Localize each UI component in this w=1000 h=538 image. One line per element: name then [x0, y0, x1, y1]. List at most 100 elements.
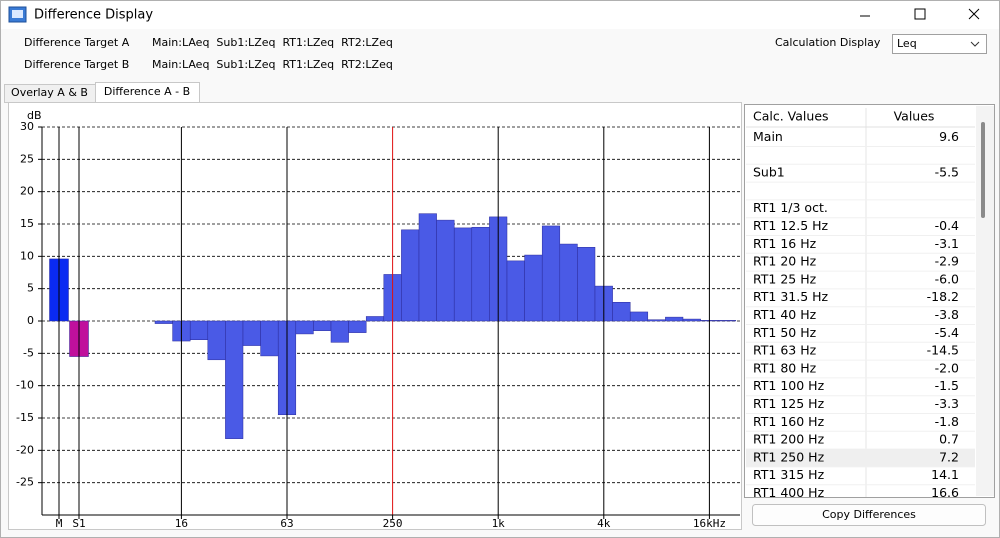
table-scroll-thumb[interactable]	[981, 122, 985, 218]
bar	[225, 320, 244, 439]
calc-display-label: Calculation Display	[775, 36, 881, 49]
row-label: RT1 400 Hz	[753, 485, 825, 500]
row-label: RT1 25 Hz	[753, 271, 817, 286]
bar	[524, 254, 543, 322]
target-label: Difference Target B	[24, 58, 129, 71]
x-tick-label: 1k	[492, 517, 506, 530]
row-label: RT1 200 Hz	[753, 432, 825, 447]
row-label: RT1 250 Hz	[753, 449, 825, 464]
row-label: RT1 50 Hz	[753, 325, 817, 340]
selected-row	[746, 448, 975, 467]
bar	[207, 320, 226, 361]
y-tick-label: 25	[20, 152, 34, 165]
bar	[647, 319, 666, 322]
row-label: RT1 20 Hz	[753, 254, 817, 269]
bar	[541, 225, 561, 322]
bar	[242, 320, 261, 346]
bar	[612, 301, 631, 322]
target-value: Main:LAeq Sub1:LZeq RT1:LZeq RT2:LZeq	[152, 36, 393, 49]
row-value: -5.4	[935, 325, 959, 340]
target-label: Difference Target A	[24, 36, 130, 49]
copy-differences-label: Copy Differences	[822, 508, 916, 521]
y-tick-label: 5	[27, 282, 34, 295]
row-value: -5.5	[935, 165, 959, 180]
bar	[418, 213, 437, 322]
tab[interactable]	[95, 82, 200, 103]
title-bar	[1, 1, 999, 29]
row-value: -3.3	[935, 396, 959, 411]
row-label: RT1 100 Hz	[753, 378, 825, 393]
close-button[interactable]	[968, 8, 980, 20]
row-value: -18.2	[927, 289, 959, 304]
bar	[154, 320, 173, 324]
y-tick-label: -25	[16, 476, 34, 489]
row-value: -14.5	[927, 343, 959, 358]
x-tick-label: S1	[72, 517, 85, 530]
tab-label: Difference A - B	[104, 85, 190, 98]
bar	[717, 320, 737, 322]
table-scrollbar[interactable]	[976, 106, 994, 496]
row-label: RT1 125 Hz	[753, 396, 825, 411]
y-tick-label: 10	[20, 249, 34, 262]
row-label: RT1 63 Hz	[753, 343, 817, 358]
bar	[348, 320, 367, 333]
bar	[559, 243, 578, 322]
dropdown-arrow	[970, 41, 980, 47]
row-value: 9.6	[939, 129, 959, 144]
bar	[436, 219, 455, 322]
bar	[471, 226, 490, 322]
table-header: Calc. Values	[753, 109, 829, 124]
bar	[506, 260, 525, 322]
row-value: -6.0	[935, 271, 959, 286]
bar	[330, 320, 349, 343]
bar	[260, 320, 279, 357]
x-tick-label: M	[56, 517, 63, 530]
y-tick-label: 20	[20, 185, 34, 198]
y-tick-label: -20	[16, 443, 34, 456]
bar	[629, 311, 649, 322]
row-label: Sub1	[753, 165, 785, 180]
row-value: 7.2	[939, 449, 959, 464]
x-tick-label: 4k	[597, 517, 611, 530]
bar	[401, 229, 420, 322]
x-tick-label: 250	[383, 517, 403, 530]
bar	[189, 320, 209, 341]
window-title: Difference Display	[34, 8, 153, 23]
row-label: RT1 40 Hz	[753, 307, 817, 322]
bar	[313, 320, 332, 331]
y-tick-label: 15	[20, 217, 34, 230]
row-value: -2.9	[935, 254, 959, 269]
bar	[577, 247, 596, 322]
app-icon	[8, 6, 27, 23]
maximize-button[interactable]	[914, 8, 926, 20]
row-label: RT1 160 Hz	[753, 414, 825, 429]
row-value: -0.4	[935, 218, 959, 233]
y-tick-label: 0	[27, 314, 34, 327]
row-value: -3.1	[935, 236, 959, 251]
y-axis-label: dB	[27, 109, 42, 122]
y-tick-label: 30	[20, 120, 34, 133]
table-header: Values	[894, 109, 935, 124]
bar	[665, 316, 684, 322]
y-tick-label: -5	[23, 346, 34, 359]
row-value: 16.6	[931, 485, 959, 500]
row-label: RT1 31.5 Hz	[753, 289, 829, 304]
copy-differences-button[interactable]	[752, 504, 986, 526]
row-value: -2.0	[935, 360, 959, 375]
row-value: -3.8	[935, 307, 959, 322]
row-value: 0.7	[939, 432, 959, 447]
calc-display-value: Leq	[897, 37, 917, 50]
target-value: Main:LAeq Sub1:LZeq RT1:LZeq RT2:LZeq	[152, 58, 393, 71]
row-label: RT1 80 Hz	[753, 360, 817, 375]
y-tick-label: -15	[16, 411, 34, 424]
calc-display-dropdown[interactable]	[892, 34, 987, 54]
bar	[365, 316, 385, 322]
row-label: RT1 315 Hz	[753, 467, 825, 482]
row-value: 14.1	[931, 467, 959, 482]
bar	[682, 318, 701, 322]
y-tick-label: -10	[16, 379, 34, 392]
row-label: RT1 16 Hz	[753, 236, 817, 251]
row-label: RT1 1/3 oct.	[753, 200, 828, 215]
